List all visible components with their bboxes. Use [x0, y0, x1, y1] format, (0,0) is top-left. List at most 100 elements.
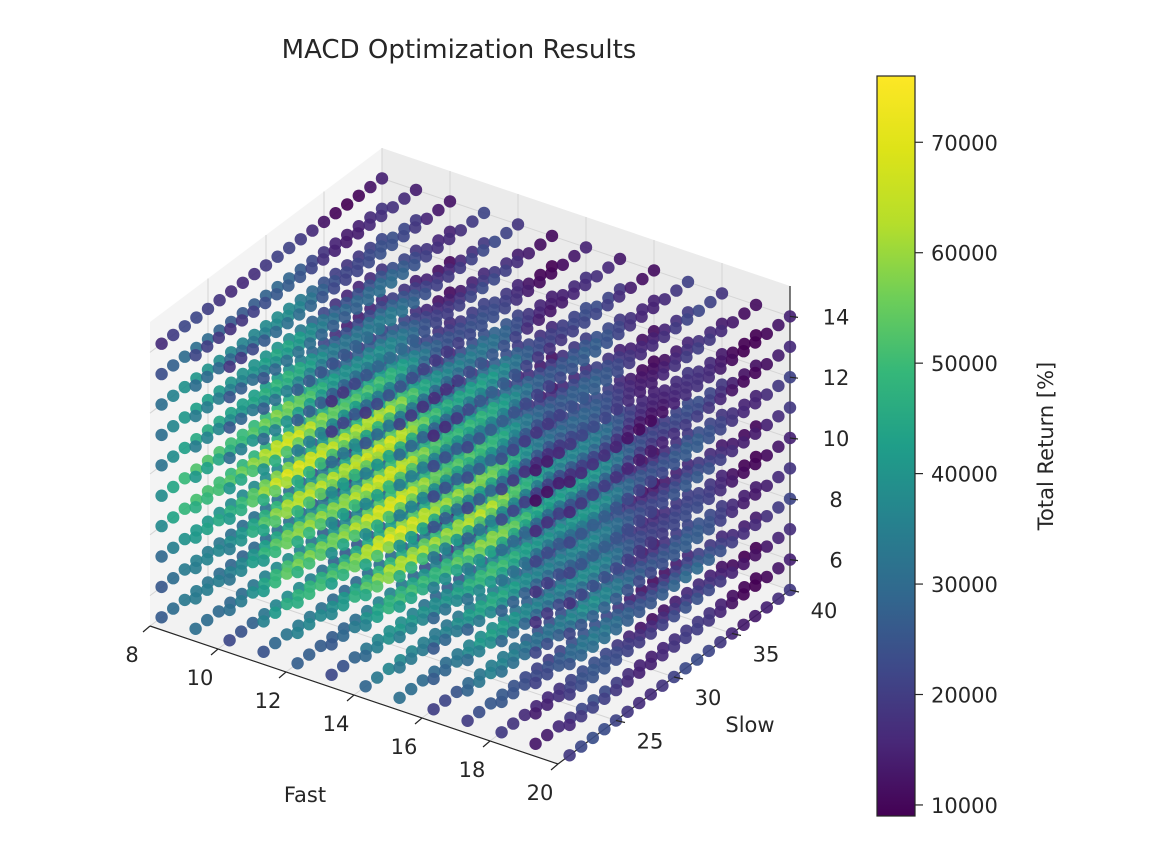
- scatter-point: [518, 617, 531, 630]
- scatter-point: [749, 397, 762, 410]
- scatter-point: [178, 320, 191, 333]
- scatter-point: [692, 304, 705, 317]
- scatter-point: [371, 360, 385, 373]
- scatter-point: [225, 285, 238, 298]
- scatter-point: [552, 446, 565, 459]
- scatter-point: [507, 535, 520, 548]
- scatter-point: [223, 603, 236, 617]
- scatter-point: [667, 640, 681, 653]
- scatter-point: [575, 588, 588, 601]
- scatter-point: [667, 549, 681, 562]
- scatter-point: [566, 325, 579, 338]
- scatter-point: [563, 627, 576, 640]
- scatter-point: [314, 548, 327, 561]
- scatter-point: [293, 308, 306, 321]
- scatter-point: [246, 525, 259, 538]
- scatter-point: [461, 501, 474, 515]
- scatter-point: [405, 591, 418, 605]
- scatter-point: [314, 639, 327, 653]
- scatter-point: [189, 622, 202, 635]
- scatter-point: [303, 496, 316, 509]
- scatter-point: [439, 603, 452, 616]
- scatter-point: [314, 366, 327, 379]
- scatter-point: [545, 267, 558, 280]
- x-tick-label: 8: [125, 643, 138, 667]
- scatter-point: [714, 544, 727, 558]
- scatter-point: [656, 436, 669, 449]
- scatter-point: [507, 443, 520, 457]
- scatter-point: [703, 333, 716, 346]
- scatter-point: [280, 628, 293, 641]
- scatter-point: [189, 440, 202, 453]
- scatter-point: [235, 595, 248, 608]
- y-tick-mark: [789, 589, 800, 593]
- scatter-point: [348, 620, 361, 634]
- scatter-point: [461, 471, 474, 484]
- scatter-point: [575, 466, 588, 480]
- scatter-point: [575, 740, 588, 753]
- scatter-point: [419, 250, 433, 263]
- scatter-point: [359, 588, 372, 602]
- scatter-point: [280, 597, 293, 611]
- scatter-point: [393, 448, 406, 461]
- scatter-point: [258, 334, 271, 347]
- scatter-point: [530, 426, 543, 439]
- scatter-point: [314, 487, 327, 501]
- scatter-point: [465, 253, 478, 266]
- scatter-point: [461, 532, 474, 545]
- scatter-point: [371, 671, 384, 684]
- scatter-point: [644, 505, 657, 519]
- axes-3d: 8 10 12 14 16 18 20 25 30 35 40 6 8 10 12 14 Fast Slo…: [125, 148, 849, 807]
- scatter-point: [484, 697, 497, 710]
- scatter-point: [772, 531, 785, 545]
- scatter-point: [552, 537, 565, 551]
- scatter-point: [375, 172, 389, 185]
- scatter-point: [167, 328, 180, 342]
- scatter-point: [602, 261, 615, 274]
- scatter-point: [283, 241, 296, 255]
- scatter-point: [679, 570, 692, 584]
- scatter-point: [359, 497, 372, 511]
- scatter-point: [304, 299, 317, 312]
- scatter-point: [495, 543, 508, 557]
- scatter-point: [621, 462, 634, 475]
- scatter-point: [533, 276, 546, 289]
- scatter-point: [269, 636, 282, 650]
- scatter-point: [248, 267, 261, 281]
- scatter-point: [416, 674, 429, 687]
- scatter-point: [201, 302, 215, 316]
- scatter-point: [529, 585, 542, 598]
- scatter-point: [348, 468, 361, 482]
- scatter-point: [586, 488, 599, 501]
- scatter-point: [737, 345, 750, 358]
- scatter-point: [178, 380, 191, 394]
- scatter-point: [291, 596, 304, 609]
- scatter-point: [246, 343, 259, 356]
- scatter-point: [726, 316, 739, 329]
- scatter-point: [259, 296, 272, 310]
- scatter-point: [477, 206, 491, 220]
- scatter-point: [520, 359, 533, 373]
- scatter-point: [738, 307, 751, 320]
- scatter-point: [509, 331, 522, 344]
- scatter-point: [325, 607, 338, 621]
- scatter-point: [644, 536, 657, 549]
- scatter-point: [507, 565, 520, 578]
- scatter-point: [529, 494, 542, 507]
- scatter-point: [783, 523, 797, 536]
- scatter-point: [679, 601, 692, 614]
- scatter-point: [556, 258, 569, 271]
- scatter-point: [178, 593, 191, 607]
- scatter-point: [341, 198, 354, 211]
- scatter-point: [280, 415, 293, 428]
- scatter-point: [498, 302, 511, 315]
- scatter-point: [484, 454, 497, 467]
- scatter-point: [495, 482, 508, 496]
- scatter-point: [246, 555, 259, 569]
- scatter-point: [450, 533, 463, 547]
- scatter-point: [555, 333, 568, 347]
- scatter-point: [760, 510, 773, 523]
- scatter-point: [634, 348, 647, 361]
- y-tick-label: 25: [637, 730, 664, 754]
- scatter-point: [167, 389, 180, 402]
